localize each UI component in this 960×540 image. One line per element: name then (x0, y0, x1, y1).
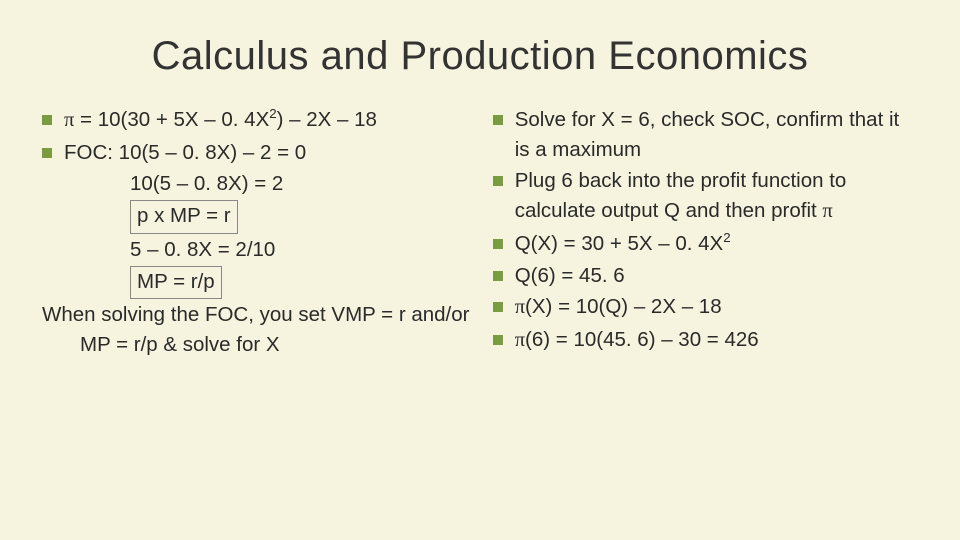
square-bullet-icon (42, 148, 52, 158)
square-bullet-icon (493, 302, 503, 312)
slide: Calculus and Production Economics π = 10… (0, 0, 960, 540)
bullet-text: Solve for X = 6, check SOC, confirm that… (515, 105, 918, 164)
right-column: Solve for X = 6, check SOC, confirm that… (493, 105, 918, 360)
sub-line: 10(5 – 0. 8X) = 2 (130, 169, 485, 199)
bullet-text: π(X) = 10(Q) – 2X – 18 (515, 292, 918, 323)
bullet-text: Q(6) = 45. 6 (515, 261, 918, 291)
list-item: π = 10(30 + 5X – 0. 4X2) – 2X – 18 (42, 105, 485, 136)
list-item: Plug 6 back into the profit function to … (493, 166, 918, 226)
boxed-line: p x MP = r (130, 199, 485, 235)
square-bullet-icon (493, 115, 503, 125)
square-bullet-icon (493, 271, 503, 281)
boxed-line: MP = r/p (130, 265, 485, 301)
list-item: Q(X) = 30 + 5X – 0. 4X2 (493, 229, 918, 259)
bullet-text: π = 10(30 + 5X – 0. 4X2) – 2X – 18 (64, 105, 485, 136)
bullet-text: Q(X) = 30 + 5X – 0. 4X2 (515, 229, 918, 259)
formula-box: MP = r/p (130, 266, 222, 300)
slide-title: Calculus and Production Economics (42, 34, 918, 79)
bullet-text: π(6) = 10(45. 6) – 30 = 426 (515, 325, 918, 356)
list-item: Solve for X = 6, check SOC, confirm that… (493, 105, 918, 164)
square-bullet-icon (493, 335, 503, 345)
square-bullet-icon (493, 176, 503, 186)
bullet-text: Plug 6 back into the profit function to … (515, 166, 918, 226)
list-item: FOC: 10(5 – 0. 8X) – 2 = 0 (42, 138, 485, 168)
square-bullet-icon (42, 115, 52, 125)
square-bullet-icon (493, 239, 503, 249)
closing-text-content: When solving the FOC, you set VMP = r an… (42, 300, 485, 359)
list-item: π(6) = 10(45. 6) – 30 = 426 (493, 325, 918, 356)
content-columns: π = 10(30 + 5X – 0. 4X2) – 2X – 18 FOC: … (42, 105, 918, 360)
list-item: π(X) = 10(Q) – 2X – 18 (493, 292, 918, 323)
left-column: π = 10(30 + 5X – 0. 4X2) – 2X – 18 FOC: … (42, 105, 485, 360)
list-item: Q(6) = 45. 6 (493, 261, 918, 291)
sub-line: 5 – 0. 8X = 2/10 (130, 235, 485, 265)
formula-box: p x MP = r (130, 200, 238, 234)
bullet-text: FOC: 10(5 – 0. 8X) – 2 = 0 (64, 138, 485, 168)
closing-text: When solving the FOC, you set VMP = r an… (42, 300, 485, 359)
